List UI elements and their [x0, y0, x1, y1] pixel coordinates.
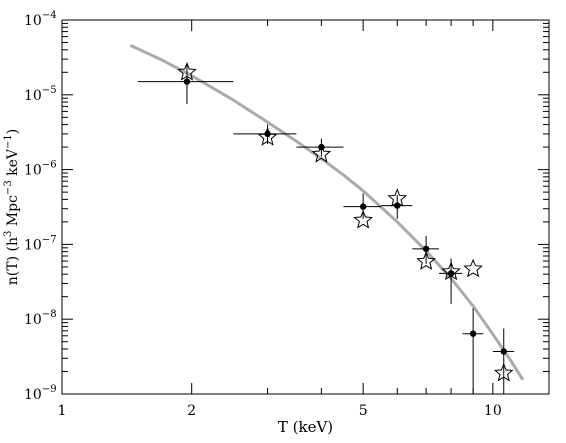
measured-point — [500, 348, 507, 355]
x-tick-label: 10 — [484, 403, 502, 419]
x-tick-label: 1 — [58, 403, 67, 419]
comparison-star-point — [257, 127, 278, 146]
plot-frame — [61, 19, 550, 395]
comparison-star-point — [177, 61, 197, 81]
comparison-star-point — [311, 144, 332, 163]
x-tick-label: 2 — [187, 403, 196, 419]
measured-point — [447, 270, 455, 277]
model-curve — [130, 44, 524, 381]
measured-point — [183, 78, 191, 85]
comparison-star-point — [387, 188, 408, 207]
plot-frame-layer — [61, 19, 550, 395]
x-axis-title: T (keV) — [278, 418, 333, 436]
axis-ticks-layer — [61, 19, 549, 395]
measured-point — [469, 330, 477, 337]
data-points-layer — [137, 61, 515, 394]
comparison-star-point — [416, 251, 436, 270]
y-tick-label: 10−9 — [24, 384, 57, 403]
comparison-star-point — [493, 362, 514, 382]
comparison-star-point — [463, 258, 483, 278]
y-tick-label: 10−4 — [24, 10, 57, 29]
y-tick-label: 10−5 — [24, 85, 57, 104]
model-curve-layer — [130, 44, 524, 381]
axis-labels-layer: 1 2 5 10 10−9 10−8 10−7 10−6 10−5 10−4 T (keV) n(T)… — [3, 10, 502, 436]
comparison-star-point — [441, 261, 461, 281]
comparison-star-point — [353, 209, 373, 229]
y-tick-label: 10−8 — [24, 309, 57, 328]
y-axis-title: n(T) (h3 Mpc−3 keV−1) — [3, 129, 21, 286]
x-tick-label: 5 — [359, 403, 368, 419]
y-tick-label: 10−7 — [24, 234, 57, 253]
measured-point — [359, 203, 367, 210]
measured-point — [422, 245, 430, 253]
y-tick-label: 10−6 — [24, 160, 57, 179]
